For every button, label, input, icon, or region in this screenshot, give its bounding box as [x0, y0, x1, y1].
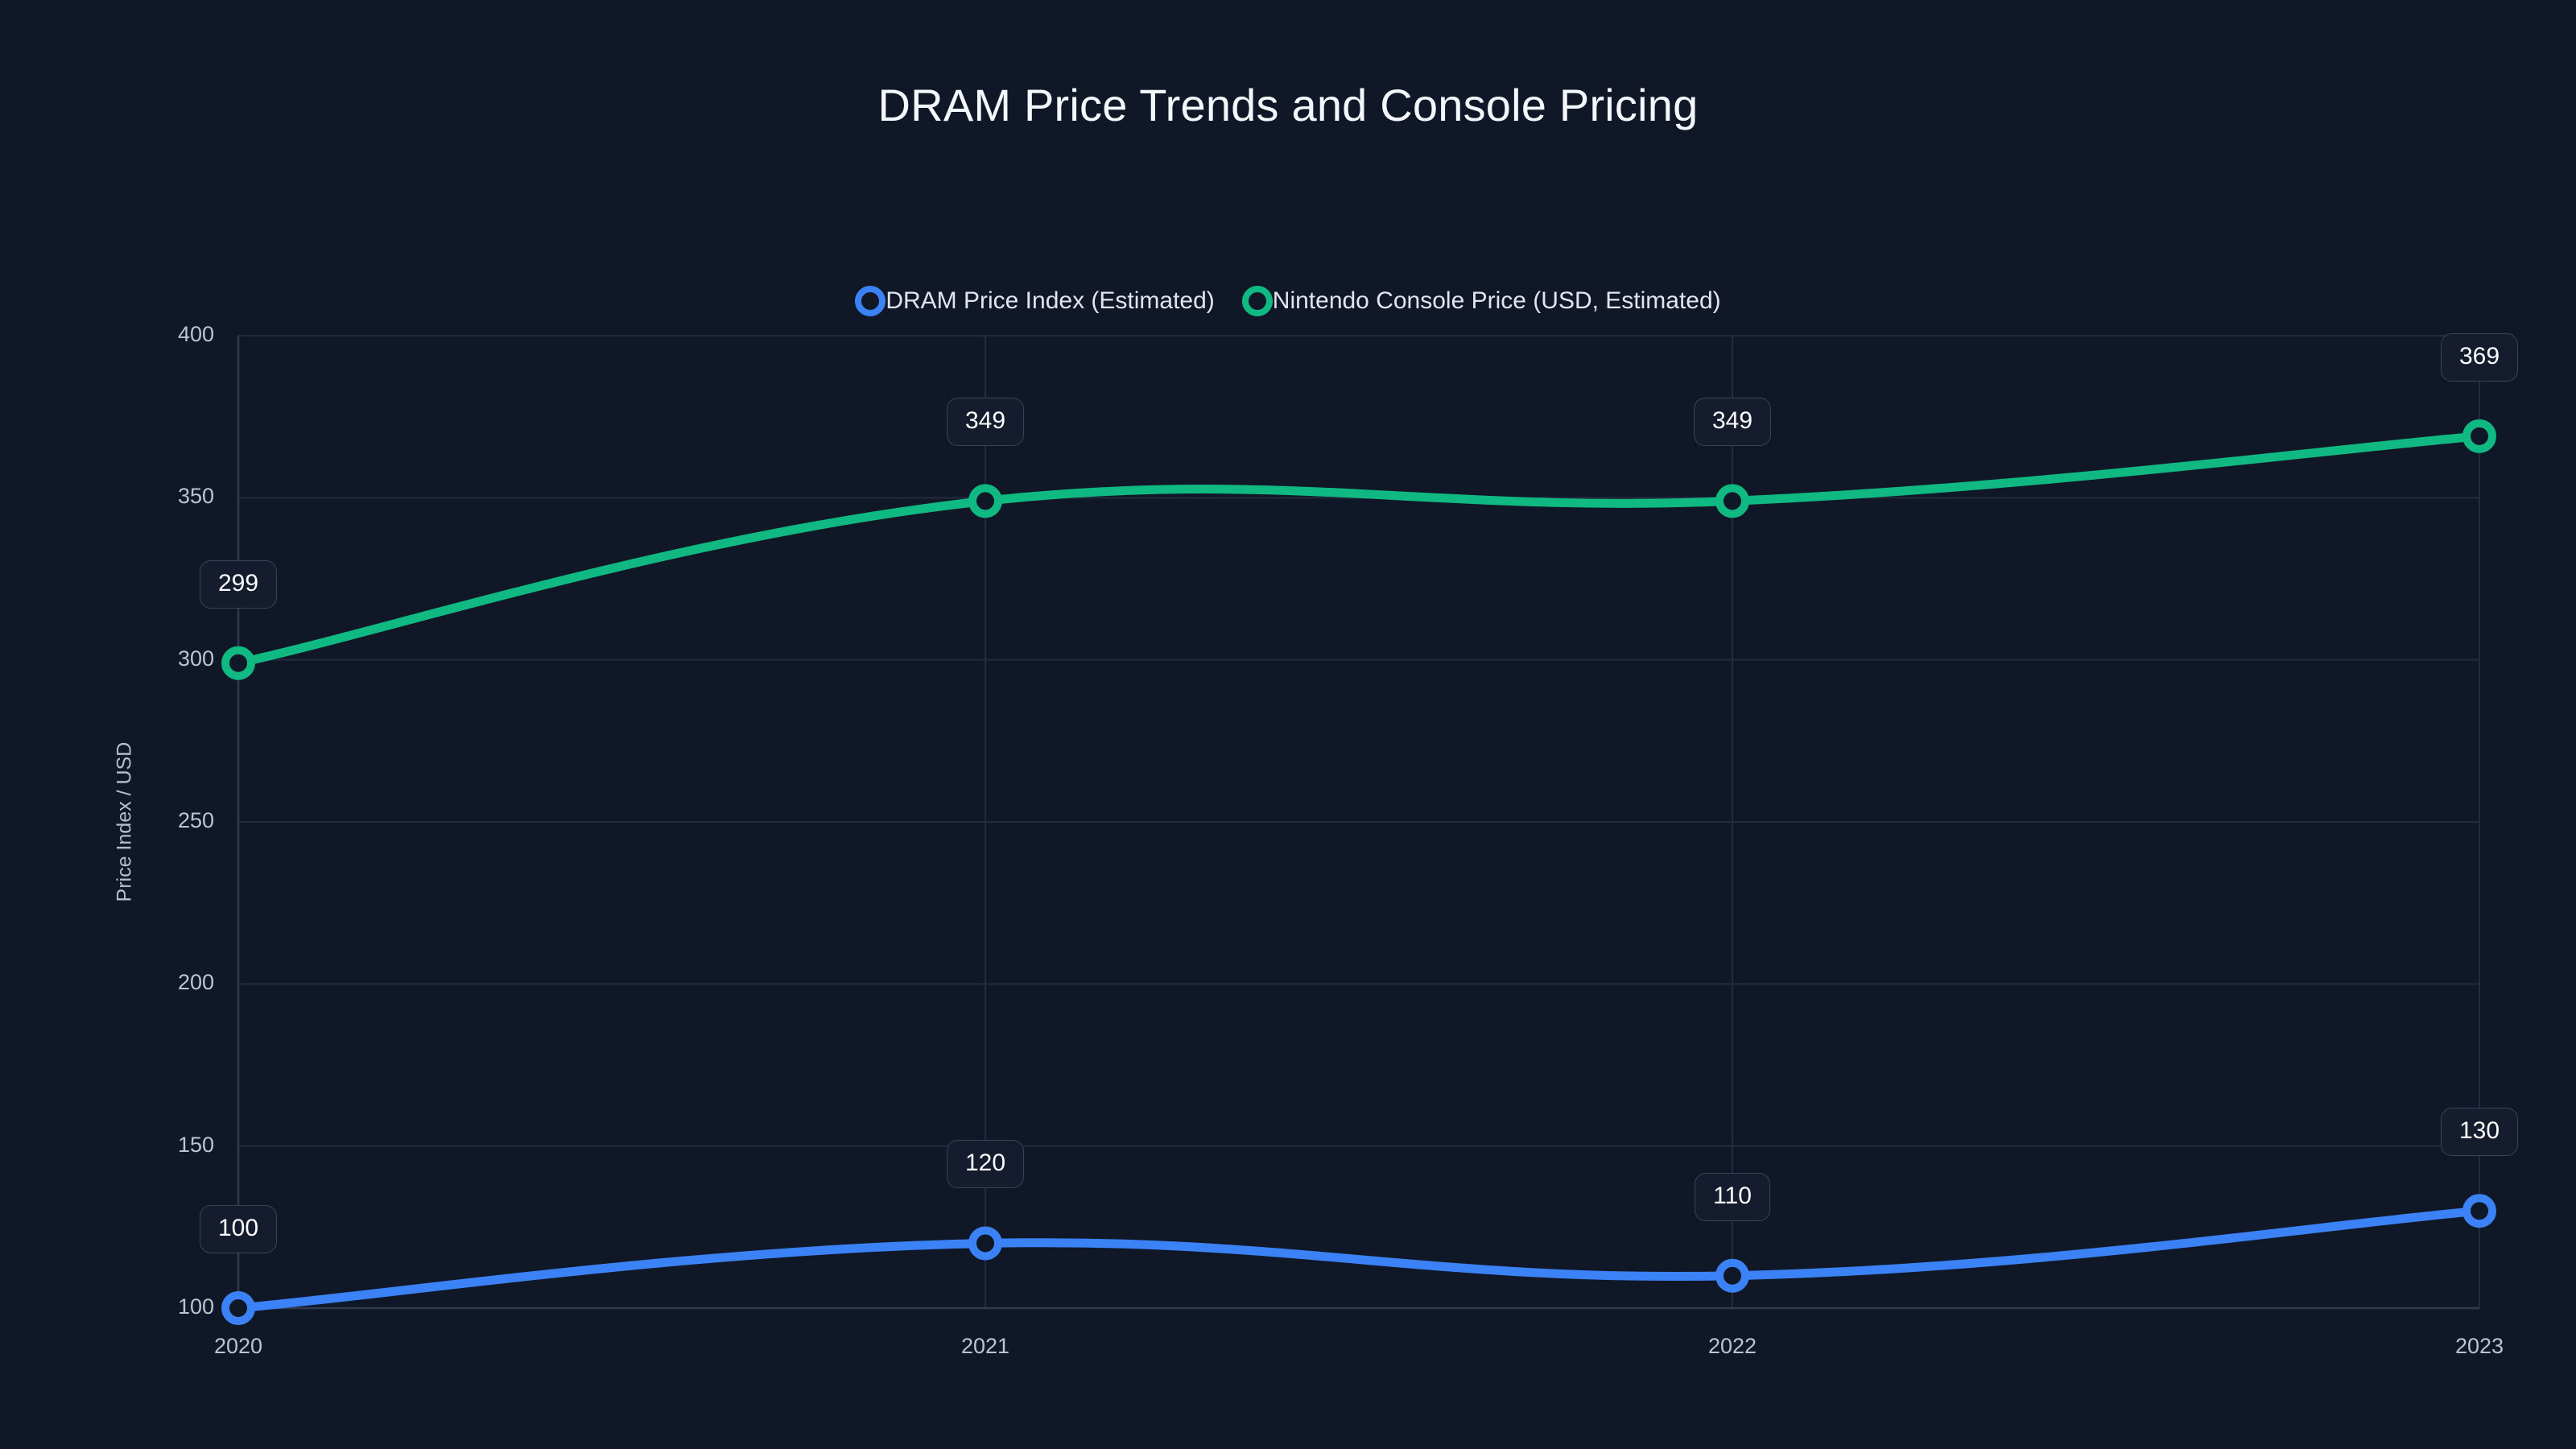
- data-point-marker: [221, 646, 255, 680]
- x-axis-tick-label: 2021: [960, 1334, 1010, 1358]
- data-point-marker: [221, 1291, 255, 1325]
- data-point-label: 130: [2440, 1108, 2519, 1157]
- data-point-label: 349: [946, 398, 1025, 447]
- data-point-label: 110: [1695, 1172, 1770, 1221]
- data-point-marker: [968, 484, 1002, 518]
- ring-marker-icon: [855, 286, 886, 316]
- data-point-label: 369: [2440, 332, 2519, 382]
- y-axis-tick-label: 300: [177, 646, 214, 671]
- y-axis-tick-label: 350: [177, 484, 214, 509]
- data-point-marker: [2462, 419, 2496, 453]
- y-axis-tick-label: 100: [177, 1294, 214, 1319]
- data-point-marker: [2462, 1194, 2496, 1228]
- legend-label-dram: DRAM Price Index (Estimated): [886, 287, 1215, 314]
- chart-legend: DRAM Price Index (Estimated) Nintendo Co…: [0, 286, 2576, 316]
- x-axis-tick-label: 2023: [2454, 1334, 2504, 1358]
- data-point-label: 100: [199, 1205, 278, 1253]
- y-axis-tick-label: 250: [177, 808, 214, 832]
- chart-title: DRAM Price Trends and Console Pricing: [877, 80, 1699, 130]
- x-axis-tick-label: 2020: [213, 1334, 263, 1358]
- ring-marker-icon: [1241, 286, 1273, 316]
- data-point-marker: [1715, 484, 1749, 518]
- data-point-label: 349: [1693, 398, 1772, 447]
- legend-item-console[interactable]: Nintendo Console Price (USD, Estimated): [1241, 286, 1721, 316]
- y-axis-tick-label: 200: [177, 970, 214, 995]
- series-line-1: [233, 431, 2484, 668]
- series-line-0: [233, 1206, 2484, 1313]
- data-point-label: 299: [199, 559, 278, 609]
- y-axis-tick-label: 400: [177, 322, 214, 346]
- data-point-marker: [1715, 1258, 1749, 1293]
- x-axis-tick-label: 2022: [1707, 1334, 1757, 1358]
- data-point-label: 120: [946, 1140, 1025, 1189]
- legend-label-console: Nintendo Console Price (USD, Estimated): [1272, 287, 1721, 314]
- data-point-marker: [968, 1226, 1002, 1261]
- legend-item-dram[interactable]: DRAM Price Index (Estimated): [855, 286, 1215, 316]
- y-axis-tick-label: 150: [177, 1132, 214, 1157]
